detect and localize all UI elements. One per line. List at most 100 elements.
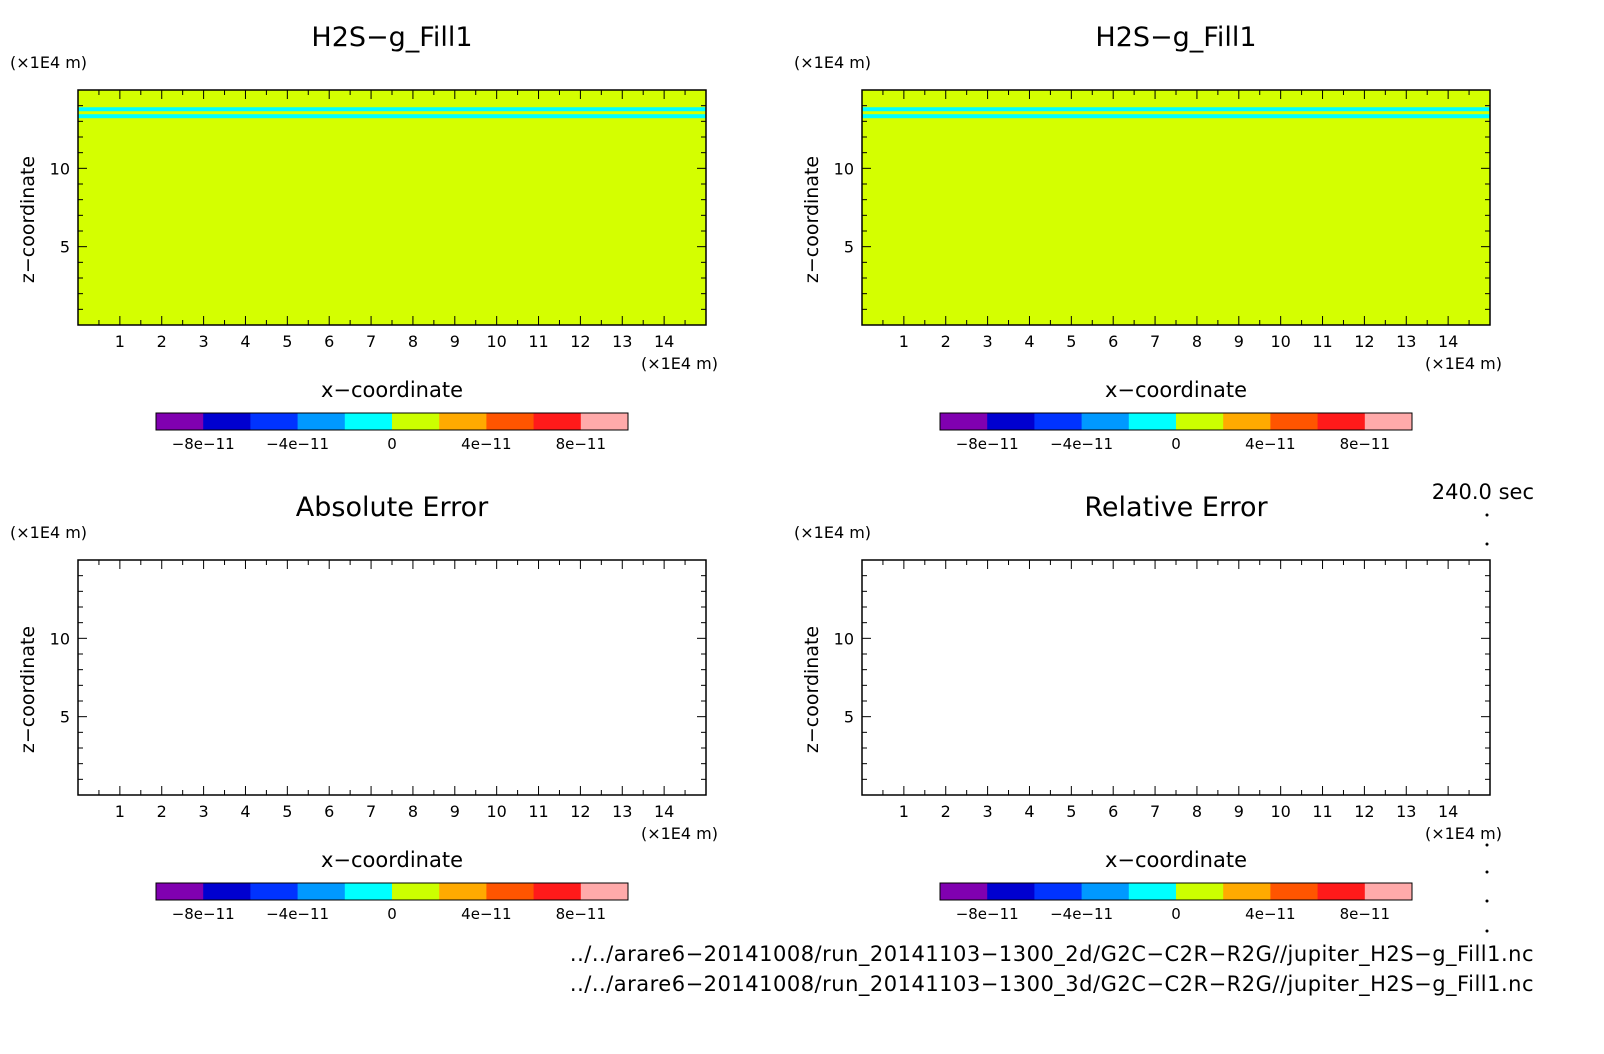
panel-4-x-tick-label: 4 bbox=[1024, 802, 1034, 821]
panel-4-x-tick-label: 10 bbox=[1270, 802, 1290, 821]
panel-3-colorbar-tick-label: 8e−11 bbox=[556, 905, 606, 923]
panel-4-colorbar-segment bbox=[1223, 883, 1271, 900]
panel-1-z-tick-label: 10 bbox=[50, 159, 70, 178]
file-path-3d: ../../arare6−20141008/run_20141103−1300_… bbox=[569, 972, 1534, 996]
panel-3-x-axis-label: x−coordinate bbox=[321, 848, 463, 872]
panel-2-colorbar-segment bbox=[1176, 413, 1224, 430]
panel-2-colorbar-tick-label: 0 bbox=[1171, 435, 1181, 453]
panel-4-colorbar-segment bbox=[1317, 883, 1366, 900]
panel-2-x-tick-label: 10 bbox=[1270, 332, 1290, 351]
panel-2-colorbar-tick-label: −8e−11 bbox=[956, 435, 1019, 453]
panel-2-title: H2S−g_Fill1 bbox=[1095, 22, 1256, 53]
panel-1-field-band-gap bbox=[78, 111, 706, 115]
panel-4-colorbar-segment bbox=[1270, 883, 1319, 900]
margin-dot bbox=[1485, 542, 1489, 546]
panel-1-x-tick-label: 14 bbox=[654, 332, 674, 351]
panel-2-z-axis-label: z−coordinate bbox=[801, 156, 823, 283]
panel-3-x-tick-label: 13 bbox=[612, 802, 632, 821]
margin-dot bbox=[1485, 513, 1489, 517]
panel-3-x-tick-label: 7 bbox=[366, 802, 376, 821]
panel-4-colorbar-tick-label: 4e−11 bbox=[1245, 905, 1295, 923]
panel-2-colorbar-segment bbox=[987, 413, 1035, 430]
panel-1-colorbar-segment bbox=[156, 413, 204, 430]
panel-2-x-tick-label: 1 bbox=[899, 332, 909, 351]
panel-2-colorbar-segment bbox=[940, 413, 988, 430]
panel-1-x-tick-label: 2 bbox=[157, 332, 167, 351]
panel-3-colorbar-segment bbox=[580, 883, 629, 900]
panel-3-x-unit: (×1E4 m) bbox=[641, 824, 718, 843]
panel-4-z-axis-label: z−coordinate bbox=[801, 626, 823, 753]
panel-2-x-tick-label: 12 bbox=[1354, 332, 1374, 351]
panel-3-colorbar-segment bbox=[533, 883, 582, 900]
panel-4-colorbar-segment bbox=[1128, 883, 1177, 900]
panel-4-x-tick-label: 11 bbox=[1312, 802, 1332, 821]
panel-2-colorbar-segment bbox=[1270, 413, 1319, 430]
panel-2-colorbar-segment bbox=[1364, 413, 1413, 430]
panel-1-title: H2S−g_Fill1 bbox=[311, 22, 472, 53]
panel-2-colorbar-tick-label: 8e−11 bbox=[1340, 435, 1390, 453]
panel-3-x-tick-label: 6 bbox=[324, 802, 334, 821]
panel-3-colorbar-segment bbox=[156, 883, 204, 900]
panel-1-x-tick-label: 7 bbox=[366, 332, 376, 351]
panel-2-colorbar-segment bbox=[1034, 413, 1083, 430]
panel-3-colorbar-segment bbox=[486, 883, 535, 900]
panel-3-title: Absolute Error bbox=[296, 492, 489, 523]
panel-1-z-unit: (×1E4 m) bbox=[10, 53, 87, 72]
panel-4-colorbar-segment bbox=[987, 883, 1035, 900]
panel-4-colorbar-segment bbox=[1364, 883, 1413, 900]
panel-2-x-tick-label: 2 bbox=[941, 332, 951, 351]
margin-dot bbox=[1485, 899, 1489, 903]
panel-1-colorbar-segment bbox=[344, 413, 393, 430]
panel-3-colorbar-segment bbox=[392, 883, 440, 900]
panel-2-field-fill bbox=[862, 90, 1490, 325]
panel-3-z-axis-label: z−coordinate bbox=[17, 626, 39, 753]
panel-3-colorbar-tick-label: 0 bbox=[387, 905, 397, 923]
panel-3-x-tick-label: 3 bbox=[199, 802, 209, 821]
panel-2-colorbar-segment bbox=[1128, 413, 1177, 430]
margin-dot bbox=[1485, 870, 1489, 874]
panel-4-colorbar-segment bbox=[1176, 883, 1224, 900]
panel-3-colorbar-tick-label: −4e−11 bbox=[266, 905, 329, 923]
panel-2-z-unit: (×1E4 m) bbox=[794, 53, 871, 72]
panel-1-x-tick-label: 5 bbox=[282, 332, 292, 351]
panel-4-colorbar-segment bbox=[940, 883, 988, 900]
panel-1-colorbar-segment bbox=[392, 413, 440, 430]
panel-1-colorbar-tick-label: 4e−11 bbox=[461, 435, 511, 453]
panel-2-colorbar-segment bbox=[1081, 413, 1130, 430]
panel-1-x-tick-label: 3 bbox=[199, 332, 209, 351]
panel-4-x-tick-label: 8 bbox=[1192, 802, 1202, 821]
panel-1-x-axis-label: x−coordinate bbox=[321, 378, 463, 402]
panel-2-x-axis-label: x−coordinate bbox=[1105, 378, 1247, 402]
panel-2-x-tick-label: 5 bbox=[1066, 332, 1076, 351]
panel-1-colorbar-tick-label: 0 bbox=[387, 435, 397, 453]
panel-4-x-tick-label: 3 bbox=[983, 802, 993, 821]
panel-1-colorbar-segment bbox=[250, 413, 299, 430]
panel-1-x-tick-label: 12 bbox=[570, 332, 590, 351]
panel-3-x-tick-label: 4 bbox=[240, 802, 250, 821]
panel-2-x-tick-label: 9 bbox=[1234, 332, 1244, 351]
panel-1-colorbar-tick-label: 8e−11 bbox=[556, 435, 606, 453]
file-path-2d: ../../arare6−20141008/run_20141103−1300_… bbox=[569, 942, 1534, 966]
panel-3-x-tick-label: 12 bbox=[570, 802, 590, 821]
panel-4-colorbar-tick-label: 0 bbox=[1171, 905, 1181, 923]
panel-3-z-unit: (×1E4 m) bbox=[10, 523, 87, 542]
panel-2-z-tick-label: 5 bbox=[844, 238, 854, 257]
panel-4-plot-frame bbox=[861, 559, 1491, 796]
panel-1-colorbar-segment bbox=[297, 413, 346, 430]
panel-1-x-unit: (×1E4 m) bbox=[641, 354, 718, 373]
panel-4-colorbar-segment bbox=[1081, 883, 1130, 900]
panel-2-x-tick-label: 4 bbox=[1024, 332, 1034, 351]
panel-3-x-tick-label: 1 bbox=[115, 802, 125, 821]
panel-2-z-tick-label: 10 bbox=[834, 159, 854, 178]
panel-3-colorbar-segment bbox=[250, 883, 299, 900]
margin-dot bbox=[1485, 929, 1489, 933]
panel-2-x-tick-label: 3 bbox=[983, 332, 993, 351]
panel-2-colorbar-tick-label: 4e−11 bbox=[1245, 435, 1295, 453]
panel-3-x-tick-label: 10 bbox=[486, 802, 506, 821]
panel-3-colorbar-segment bbox=[439, 883, 487, 900]
panel-3-x-tick-label: 8 bbox=[408, 802, 418, 821]
panel-1-colorbar-frame bbox=[155, 412, 629, 431]
panel-4-z-tick-label: 10 bbox=[834, 629, 854, 648]
panel-2-x-tick-label: 11 bbox=[1312, 332, 1332, 351]
panel-4-x-tick-label: 14 bbox=[1438, 802, 1458, 821]
